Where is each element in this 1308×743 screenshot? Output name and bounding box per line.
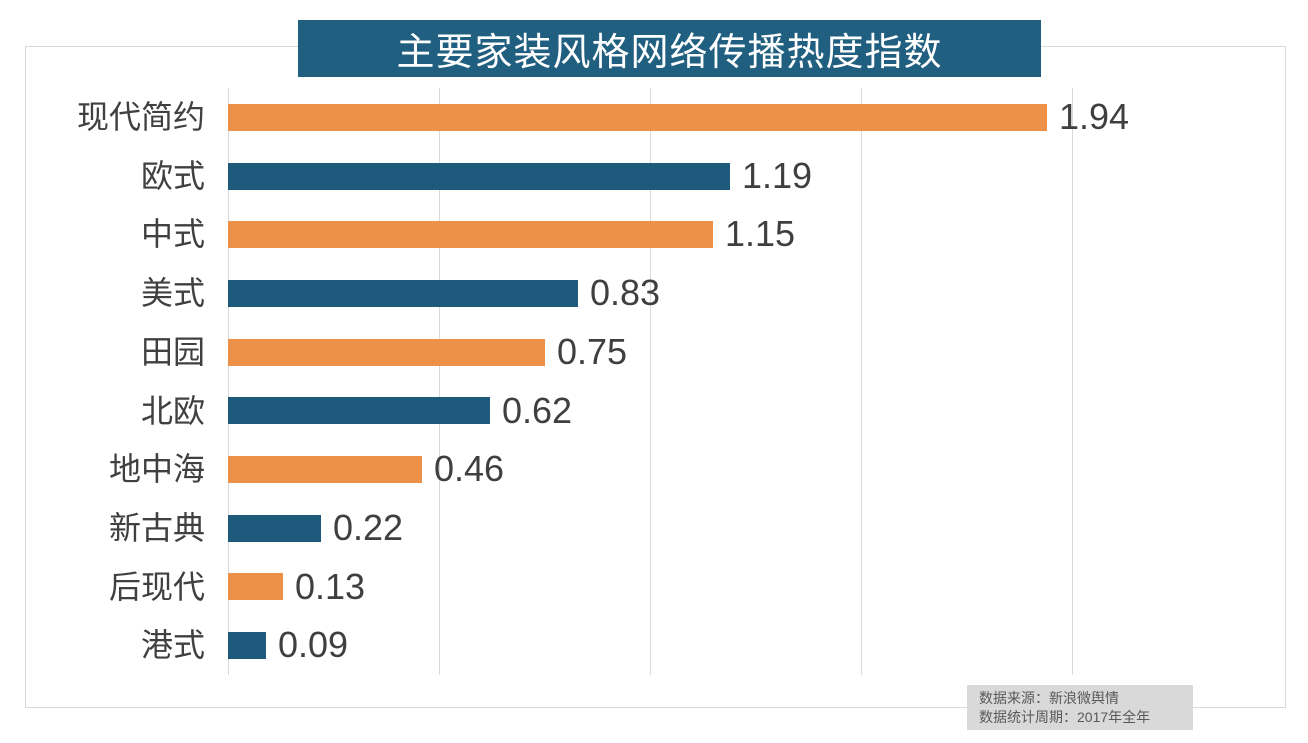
bar <box>228 221 713 249</box>
category-label: 中式 <box>140 216 205 253</box>
bar <box>228 632 266 660</box>
source-note-line2: 数据统计周期：2017年全年 <box>979 709 1151 725</box>
bar <box>228 103 1047 131</box>
value-label: 1.94 <box>1059 96 1130 137</box>
gridline-v <box>439 88 440 675</box>
category-label: 美式 <box>140 275 205 312</box>
gridline-v <box>1072 88 1073 675</box>
category-label: 欧式 <box>140 157 205 194</box>
chart-title: 主要家装风格网络传播热度指数 <box>396 32 943 74</box>
chart-title-box: 主要家装风格网络传播热度指数 <box>298 20 1041 77</box>
bar <box>228 456 422 484</box>
category-label: 新古典 <box>108 509 205 546</box>
gridline-v <box>861 88 862 675</box>
bar <box>228 573 283 601</box>
bar <box>228 279 578 307</box>
source-note-line1: 数据来源：新浪微舆情 <box>979 690 1119 706</box>
value-label: 0.22 <box>333 506 404 548</box>
value-label: 1.19 <box>742 154 813 196</box>
source-note-box: 数据来源：新浪微舆情 数据统计周期：2017年全年 <box>967 685 1193 730</box>
bar <box>228 162 730 190</box>
value-label: 0.09 <box>278 624 349 666</box>
category-label: 地中海 <box>108 451 205 488</box>
value-label: 0.83 <box>590 272 661 314</box>
value-label: 0.75 <box>557 330 628 372</box>
value-label: 0.62 <box>502 389 573 431</box>
category-label: 后现代 <box>108 568 205 605</box>
bar <box>228 397 490 425</box>
gridline-v <box>650 88 651 675</box>
category-label: 田园 <box>140 333 205 370</box>
bar <box>228 514 321 542</box>
value-label: 0.46 <box>434 448 505 490</box>
value-label: 0.13 <box>295 565 366 607</box>
bar <box>228 338 545 366</box>
gridline-v <box>228 88 229 675</box>
category-label: 港式 <box>140 627 205 664</box>
value-label: 1.15 <box>725 213 796 255</box>
category-label: 北欧 <box>140 392 205 429</box>
category-label: 现代简约 <box>76 99 205 135</box>
